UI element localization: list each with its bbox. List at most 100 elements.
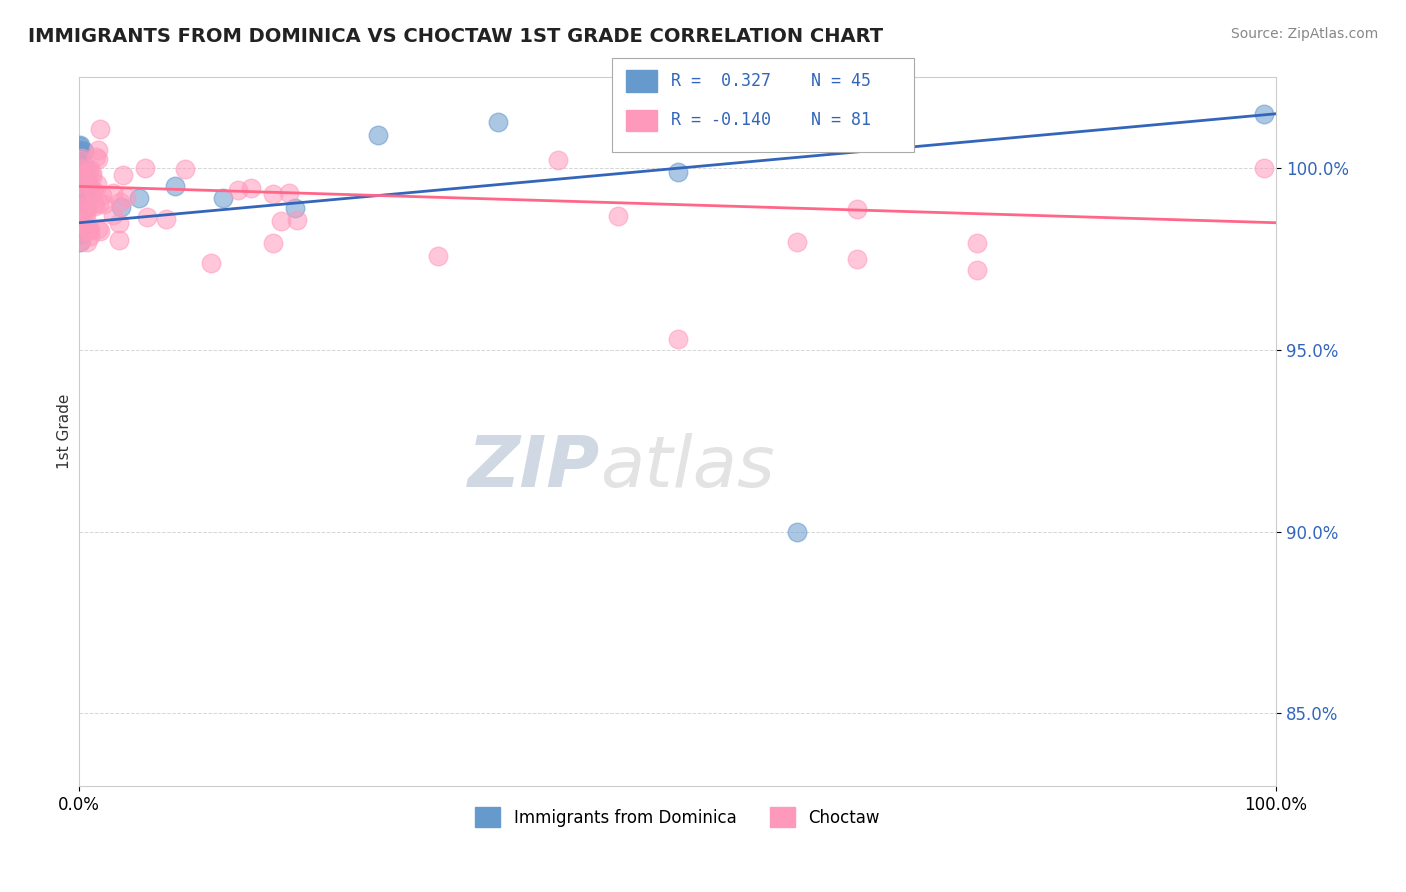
- Point: [86, 177, 108, 191]
- Point: [69, 214, 91, 228]
- Point: [84, 150, 107, 164]
- Point: [72, 187, 94, 202]
- Point: [69, 190, 91, 204]
- Text: atlas: atlas: [600, 433, 775, 501]
- Point: [79, 186, 101, 200]
- Point: [69, 190, 91, 204]
- Point: [67, 169, 90, 183]
- Point: [70, 151, 93, 165]
- Point: [70, 185, 93, 199]
- Point: [67, 145, 90, 160]
- Point: [77, 223, 100, 237]
- Point: [67, 207, 90, 221]
- Point: [262, 236, 284, 251]
- Point: [112, 168, 135, 182]
- Text: ZIP: ZIP: [468, 433, 600, 501]
- Point: [69, 235, 91, 249]
- Point: [79, 222, 101, 236]
- Point: [262, 187, 284, 202]
- Point: [72, 193, 94, 207]
- Point: [70, 183, 93, 197]
- Point: [69, 202, 91, 216]
- Point: [79, 221, 101, 235]
- Point: [966, 263, 988, 277]
- Point: [80, 166, 103, 180]
- Point: [75, 161, 97, 175]
- Point: [69, 216, 91, 230]
- Point: [72, 200, 94, 214]
- Point: [155, 211, 177, 226]
- Point: [87, 143, 110, 157]
- Point: [70, 180, 93, 194]
- Point: [110, 200, 132, 214]
- Point: [547, 153, 569, 168]
- Point: [70, 153, 93, 167]
- Point: [87, 153, 110, 167]
- Point: [75, 206, 97, 220]
- Point: [200, 256, 222, 270]
- Point: [108, 194, 131, 209]
- Point: [427, 249, 450, 263]
- Point: [70, 217, 93, 231]
- Point: [70, 171, 93, 186]
- Point: [135, 211, 157, 225]
- Point: [666, 165, 689, 179]
- Point: [76, 201, 98, 215]
- Point: [89, 224, 111, 238]
- Text: R = -0.140    N = 81: R = -0.140 N = 81: [671, 112, 870, 129]
- Point: [211, 191, 233, 205]
- Point: [69, 203, 91, 218]
- Point: [76, 177, 98, 191]
- Point: [75, 202, 97, 216]
- Point: [101, 186, 124, 200]
- Point: [240, 181, 263, 195]
- Legend: Immigrants from Dominica, Choctaw: Immigrants from Dominica, Choctaw: [468, 800, 886, 834]
- Point: [163, 178, 186, 193]
- Point: [91, 188, 114, 202]
- Point: [80, 169, 103, 184]
- Text: IMMIGRANTS FROM DOMINICA VS CHOCTAW 1ST GRADE CORRELATION CHART: IMMIGRANTS FROM DOMINICA VS CHOCTAW 1ST …: [28, 27, 883, 45]
- Text: Source: ZipAtlas.com: Source: ZipAtlas.com: [1230, 27, 1378, 41]
- Point: [606, 209, 628, 223]
- Point: [115, 190, 138, 204]
- Point: [72, 181, 94, 195]
- Y-axis label: 1st Grade: 1st Grade: [58, 394, 72, 469]
- Point: [367, 128, 389, 143]
- Point: [284, 201, 307, 215]
- Point: [70, 176, 93, 190]
- Point: [69, 137, 91, 152]
- Point: [70, 195, 93, 210]
- Point: [69, 164, 91, 178]
- Point: [76, 183, 98, 197]
- Point: [1253, 161, 1275, 176]
- Point: [72, 167, 94, 181]
- Point: [69, 194, 91, 209]
- Point: [846, 202, 869, 217]
- Point: [69, 176, 91, 190]
- Point: [87, 222, 110, 236]
- Point: [69, 143, 91, 157]
- Point: [75, 212, 97, 227]
- Point: [101, 208, 124, 222]
- Point: [69, 235, 91, 249]
- Point: [67, 161, 90, 176]
- Point: [72, 166, 94, 180]
- Point: [79, 229, 101, 244]
- Point: [70, 227, 93, 241]
- Point: [846, 252, 869, 266]
- Point: [73, 215, 96, 229]
- Point: [69, 218, 91, 232]
- Point: [82, 185, 104, 199]
- Point: [173, 162, 195, 177]
- Point: [107, 233, 129, 247]
- Point: [278, 186, 301, 200]
- Point: [69, 186, 91, 201]
- Point: [89, 122, 111, 136]
- Point: [70, 150, 93, 164]
- Point: [70, 176, 93, 190]
- Point: [70, 153, 93, 167]
- Point: [83, 185, 105, 199]
- Point: [226, 184, 249, 198]
- Point: [73, 144, 96, 158]
- Point: [786, 235, 808, 249]
